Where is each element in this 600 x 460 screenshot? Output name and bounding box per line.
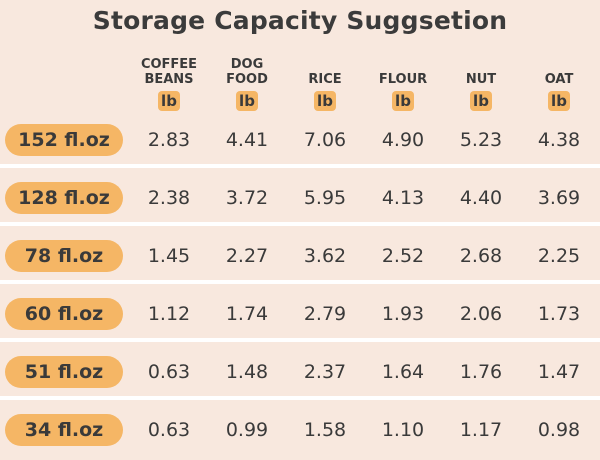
size-label: 152 fl.oz (5, 124, 123, 156)
table-cell: 1.45 (147, 245, 191, 267)
size-label: 128 fl.oz (5, 182, 123, 214)
table-cell: 1.47 (537, 361, 581, 383)
table-cell: 4.90 (381, 129, 425, 151)
unit-badge: lb (236, 91, 258, 111)
table-cell: 2.79 (303, 303, 347, 325)
column-header: FLOUR lb (361, 57, 445, 111)
column-name: COFFEE BEANS (127, 57, 211, 87)
column-name-line2: FOOD (226, 72, 268, 87)
table-cell: 4.38 (537, 129, 581, 151)
table-cell: 2.52 (381, 245, 425, 267)
column-header: OAT lb (517, 57, 600, 111)
table-cell: 1.93 (381, 303, 425, 325)
column-name-line2: FLOUR (378, 72, 428, 87)
size-label: 60 fl.oz (5, 298, 123, 330)
column-name-line2: BEANS (144, 72, 194, 87)
table-cell: 1.17 (459, 419, 503, 441)
table-cell: 5.95 (303, 187, 347, 209)
row-divider (0, 396, 600, 400)
size-label: 78 fl.oz (5, 240, 123, 272)
column-name-line2: OAT (544, 72, 574, 87)
row-divider (0, 280, 600, 284)
table-cell: 2.27 (225, 245, 269, 267)
column-name-line2: RICE (308, 72, 342, 87)
table-cell: 0.98 (537, 419, 581, 441)
unit-badge: lb (392, 91, 414, 111)
column-name: DOG FOOD (205, 57, 289, 87)
table-cell: 2.68 (459, 245, 503, 267)
unit-badge: lb (158, 91, 180, 111)
table-cell: 4.41 (225, 129, 269, 151)
table-cell: 3.62 (303, 245, 347, 267)
size-label: 34 fl.oz (5, 414, 123, 446)
column-header: NUT lb (439, 57, 523, 111)
table-cell: 3.72 (225, 187, 269, 209)
table-cell: 1.10 (381, 419, 425, 441)
table-cell: 2.37 (303, 361, 347, 383)
table-cell: 1.76 (459, 361, 503, 383)
unit-badge: lb (470, 91, 492, 111)
column-name-line2: NUT (465, 72, 497, 87)
column-name-line1: COFFEE (140, 57, 198, 72)
column-header: COFFEE BEANS lb (127, 57, 211, 111)
table-cell: 7.06 (303, 129, 347, 151)
table-row: 78 fl.oz 1.45 2.27 3.62 2.52 2.68 2.25 (0, 234, 600, 286)
table-row: 152 fl.oz 2.83 4.41 7.06 4.90 5.23 4.38 (0, 118, 600, 170)
table-cell: 0.63 (147, 419, 191, 441)
table-cell: 2.38 (147, 187, 191, 209)
table-row: 128 fl.oz 2.38 3.72 5.95 4.13 4.40 3.69 (0, 176, 600, 228)
table-cell: 0.63 (147, 361, 191, 383)
table-cell: 5.23 (459, 129, 503, 151)
table-cell: 3.69 (537, 187, 581, 209)
page-title: Storage Capacity Suggsetion (92, 6, 508, 35)
column-name: NUT (439, 57, 523, 87)
row-divider (0, 222, 600, 226)
table-cell: 4.40 (459, 187, 503, 209)
table-cell: 1.48 (225, 361, 269, 383)
unit-badge: lb (314, 91, 336, 111)
table-cell: 2.25 (537, 245, 581, 267)
table-row: 34 fl.oz 0.63 0.99 1.58 1.10 1.17 0.98 (0, 408, 600, 460)
row-divider (0, 338, 600, 342)
column-header: RICE lb (283, 57, 367, 111)
column-name-line1: DOG (230, 57, 264, 72)
column-name: FLOUR (361, 57, 445, 87)
table-cell: 0.99 (225, 419, 269, 441)
unit-badge: lb (548, 91, 570, 111)
table-row: 51 fl.oz 0.63 1.48 2.37 1.64 1.76 1.47 (0, 350, 600, 402)
size-label: 51 fl.oz (5, 356, 123, 388)
table-cell: 1.64 (381, 361, 425, 383)
table-cell: 1.12 (147, 303, 191, 325)
column-name: OAT (517, 57, 600, 87)
table-cell: 2.06 (459, 303, 503, 325)
table-cell: 1.73 (537, 303, 581, 325)
table-cell: 1.58 (303, 419, 347, 441)
column-header: DOG FOOD lb (205, 57, 289, 111)
table-row: 60 fl.oz 1.12 1.74 2.79 1.93 2.06 1.73 (0, 292, 600, 344)
table-cell: 2.83 (147, 129, 191, 151)
table-cell: 4.13 (381, 187, 425, 209)
table-cell: 1.74 (225, 303, 269, 325)
row-divider (0, 164, 600, 168)
column-name: RICE (283, 57, 367, 87)
